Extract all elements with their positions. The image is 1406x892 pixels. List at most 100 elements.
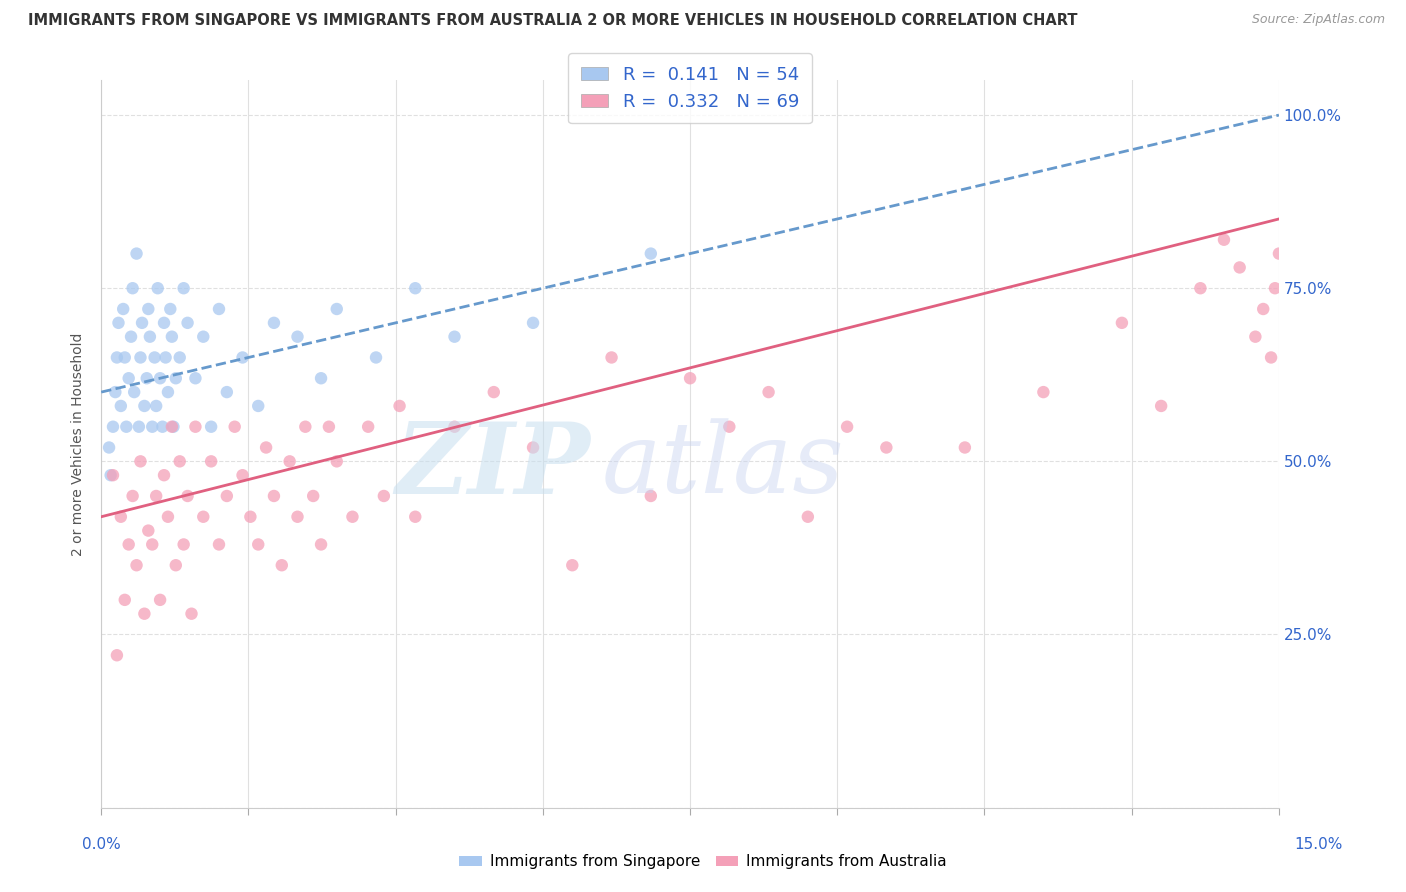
- Point: [149, 371, 172, 385]
- Point: [155, 351, 177, 365]
- Point: [208, 537, 231, 551]
- Point: [173, 537, 195, 551]
- Point: [193, 509, 215, 524]
- Point: [326, 301, 349, 316]
- Point: [373, 489, 395, 503]
- Point: [165, 558, 187, 573]
- Point: [162, 419, 184, 434]
- Point: [302, 489, 325, 503]
- Point: [294, 419, 316, 434]
- Point: [309, 371, 332, 385]
- Point: [98, 441, 121, 455]
- Point: [561, 558, 583, 573]
- Point: [278, 454, 301, 468]
- Point: [136, 524, 159, 538]
- Point: [443, 419, 465, 434]
- Point: [145, 489, 167, 503]
- Point: [1229, 260, 1251, 275]
- Point: [135, 371, 157, 385]
- Point: [1260, 351, 1282, 365]
- Point: [160, 419, 183, 434]
- Point: [101, 468, 124, 483]
- Point: [208, 301, 231, 316]
- Legend: R =  0.141   N = 54, R =  0.332   N = 69: R = 0.141 N = 54, R = 0.332 N = 69: [568, 54, 811, 123]
- Point: [156, 385, 179, 400]
- Y-axis label: 2 or more Vehicles in Household: 2 or more Vehicles in Household: [72, 333, 86, 556]
- Point: [443, 329, 465, 343]
- Point: [139, 329, 162, 343]
- Point: [287, 329, 309, 343]
- Point: [118, 371, 141, 385]
- Point: [149, 592, 172, 607]
- Point: [153, 316, 176, 330]
- Point: [270, 558, 292, 573]
- Point: [718, 419, 741, 434]
- Point: [169, 351, 191, 365]
- Point: [165, 371, 187, 385]
- Point: [112, 301, 135, 316]
- Point: [159, 301, 181, 316]
- Point: [224, 419, 246, 434]
- Point: [342, 509, 364, 524]
- Point: [160, 329, 183, 343]
- Point: [153, 468, 176, 483]
- Point: [176, 316, 198, 330]
- Point: [953, 441, 976, 455]
- Point: [215, 489, 238, 503]
- Point: [239, 509, 262, 524]
- Point: [121, 489, 143, 503]
- Point: [404, 281, 426, 295]
- Point: [110, 509, 132, 524]
- Text: IMMIGRANTS FROM SINGAPORE VS IMMIGRANTS FROM AUSTRALIA 2 OR MORE VEHICLES IN HOU: IMMIGRANTS FROM SINGAPORE VS IMMIGRANTS …: [28, 13, 1077, 29]
- Point: [247, 399, 270, 413]
- Text: 0.0%: 0.0%: [82, 838, 121, 852]
- Point: [145, 399, 167, 413]
- Point: [107, 316, 129, 330]
- Point: [200, 419, 222, 434]
- Point: [247, 537, 270, 551]
- Point: [129, 454, 152, 468]
- Point: [128, 419, 150, 434]
- Point: [797, 509, 820, 524]
- Point: [136, 301, 159, 316]
- Point: [118, 537, 141, 551]
- Point: [110, 399, 132, 413]
- Point: [146, 281, 169, 295]
- Point: [232, 468, 254, 483]
- Point: [141, 537, 163, 551]
- Point: [600, 351, 623, 365]
- Point: [263, 489, 285, 503]
- Point: [101, 419, 124, 434]
- Point: [169, 454, 191, 468]
- Point: [309, 537, 332, 551]
- Point: [173, 281, 195, 295]
- Point: [364, 351, 387, 365]
- Point: [263, 316, 285, 330]
- Point: [193, 329, 215, 343]
- Point: [200, 454, 222, 468]
- Point: [215, 385, 238, 400]
- Point: [287, 509, 309, 524]
- Point: [120, 329, 142, 343]
- Point: [143, 351, 166, 365]
- Point: [104, 385, 127, 400]
- Point: [134, 607, 156, 621]
- Text: Source: ZipAtlas.com: Source: ZipAtlas.com: [1251, 13, 1385, 27]
- Point: [122, 385, 145, 400]
- Point: [105, 351, 128, 365]
- Point: [1111, 316, 1133, 330]
- Point: [679, 371, 702, 385]
- Point: [522, 316, 544, 330]
- Point: [184, 371, 207, 385]
- Point: [131, 316, 153, 330]
- Point: [835, 419, 858, 434]
- Point: [114, 592, 136, 607]
- Point: [115, 419, 138, 434]
- Point: [254, 441, 277, 455]
- Point: [357, 419, 380, 434]
- Point: [152, 419, 174, 434]
- Point: [388, 399, 411, 413]
- Point: [176, 489, 198, 503]
- Point: [1244, 329, 1267, 343]
- Point: [1251, 301, 1274, 316]
